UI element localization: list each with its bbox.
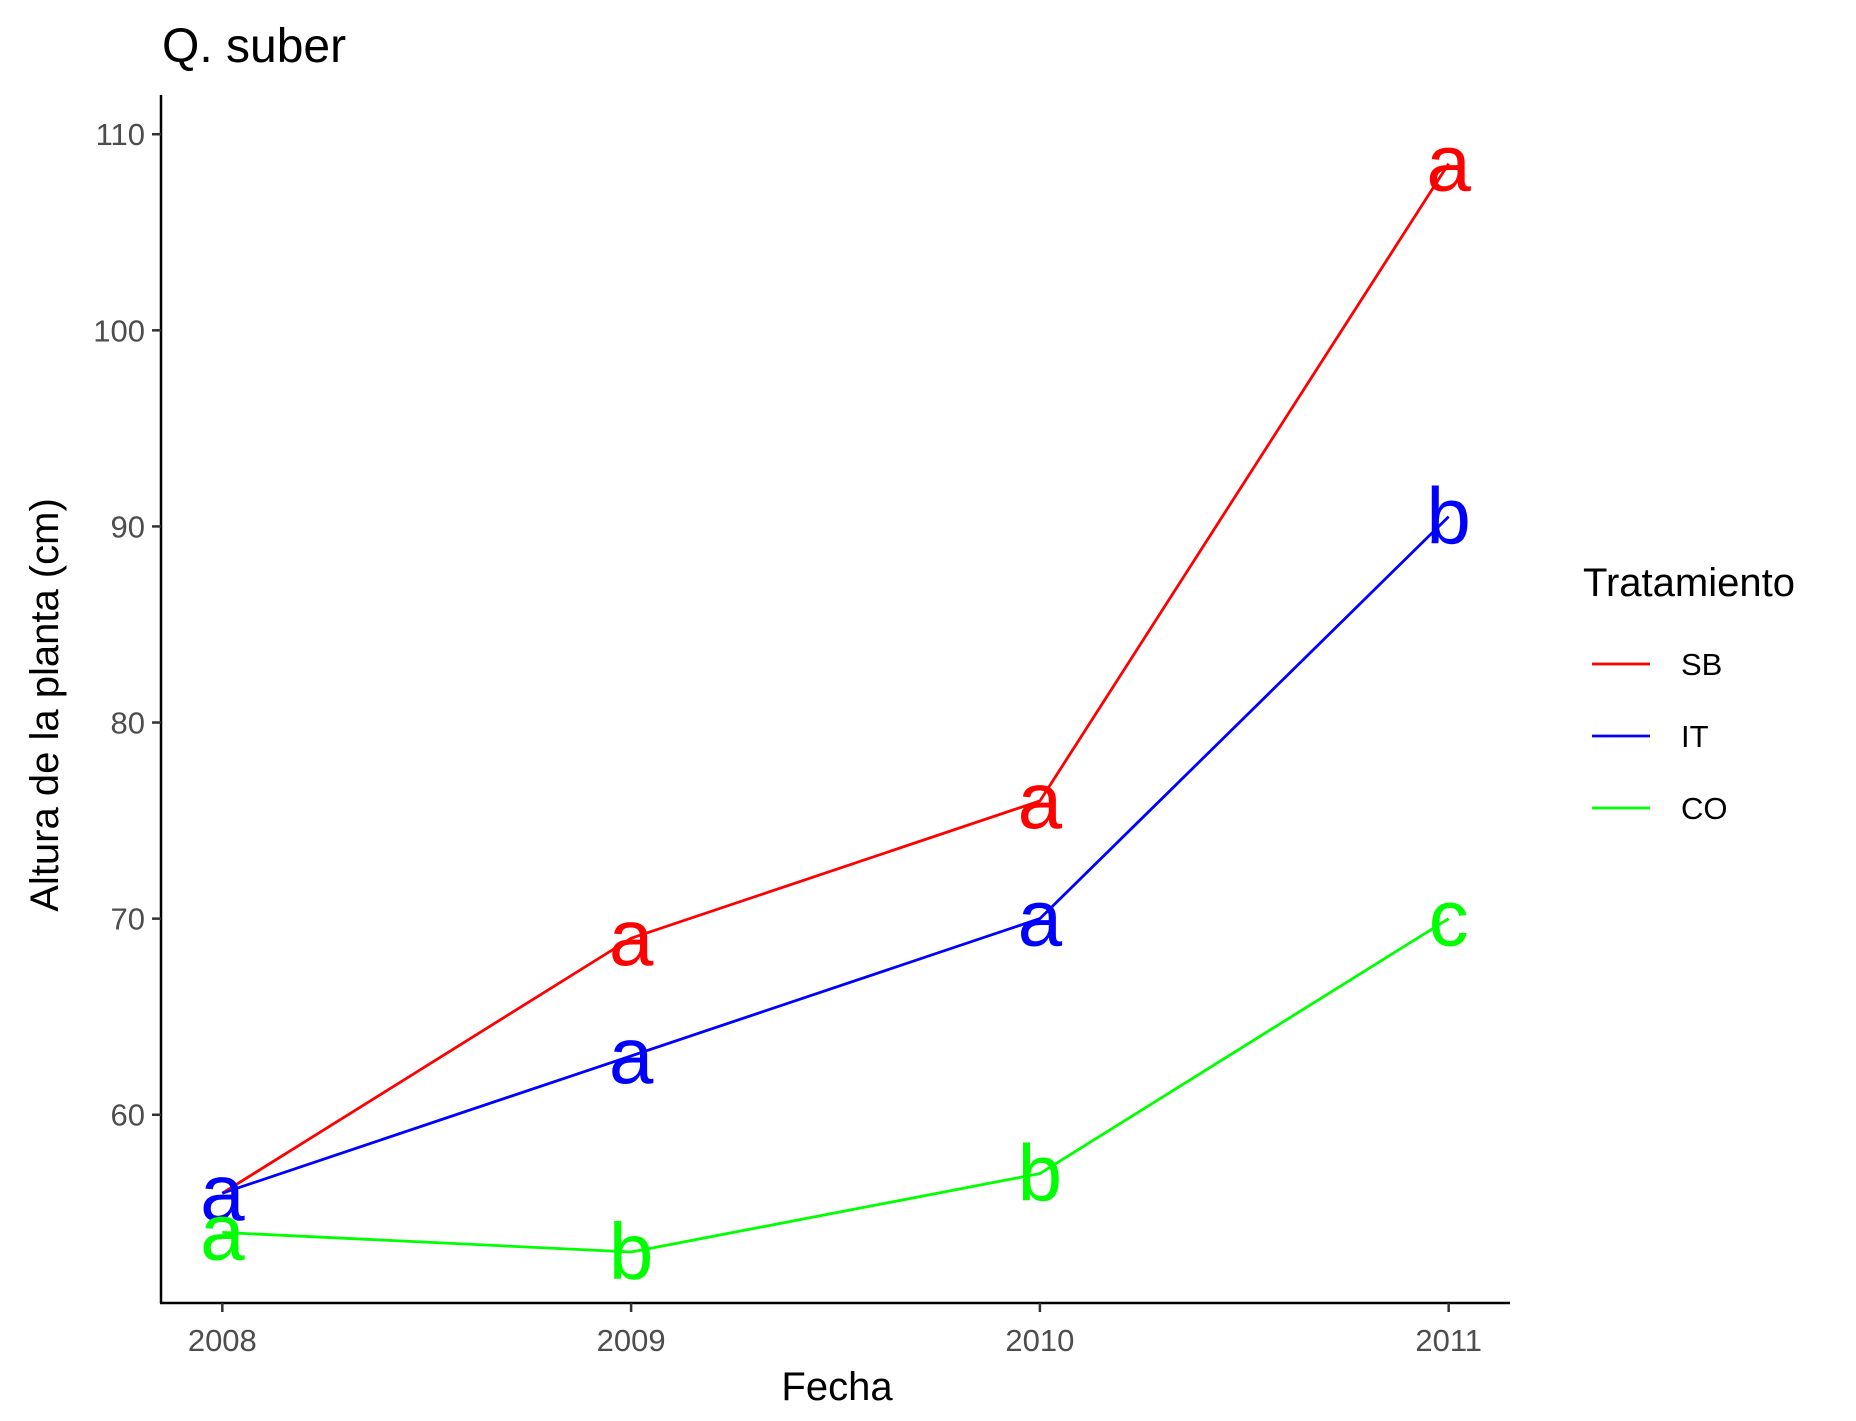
x-tick-label: 2009 (597, 1323, 666, 1358)
data-label-co: a (200, 1187, 245, 1276)
data-label-sb: a (609, 893, 654, 982)
y-tick-label: 100 (93, 313, 145, 348)
legend-items: SB IT CO (1592, 647, 1728, 826)
y-tick-label: 60 (111, 1098, 145, 1133)
x-tick-label: 2008 (188, 1323, 257, 1358)
series-line-sb (221, 162, 1450, 1195)
data-label-sb: a (1018, 756, 1063, 845)
x-axis-title: Fecha (781, 1365, 893, 1409)
y-tick-label: 90 (111, 509, 145, 544)
y-tick-label: 70 (111, 902, 145, 937)
plot-lines (221, 162, 1450, 1254)
y-tick-label: 80 (111, 706, 145, 741)
legend-label-co: CO (1681, 791, 1728, 826)
x-tick-label: 2011 (1415, 1323, 1482, 1358)
series-line-it (221, 515, 1450, 1195)
x-tick-label: 2010 (1005, 1323, 1074, 1358)
y-tick-label: 110 (96, 117, 145, 152)
y-axis-title: Altura de la planta (cm) (23, 498, 67, 912)
legend-label-sb: SB (1681, 647, 1722, 682)
data-label-it: a (609, 1011, 654, 1100)
legend: Tratamiento SB IT CO (1583, 561, 1795, 826)
data-label-co: b (609, 1207, 654, 1296)
series-line-co (222, 917, 1450, 1254)
data-label-co: b (1018, 1129, 1063, 1218)
data-label-co: c (1429, 874, 1469, 963)
x-axis-ticks: 2008 2009 2010 2011 (188, 1303, 1482, 1358)
data-label-it: a (200, 1148, 245, 1237)
legend-label-it: IT (1681, 719, 1709, 754)
chart-title: Q. suber (162, 20, 346, 73)
y-axis-ticks: 60 70 80 90 100 110 (93, 117, 161, 1133)
legend-title: Tratamiento (1583, 561, 1795, 605)
data-label-it: b (1426, 472, 1471, 561)
data-label-it: a (1018, 874, 1063, 963)
data-label-sb: a (1426, 119, 1471, 208)
